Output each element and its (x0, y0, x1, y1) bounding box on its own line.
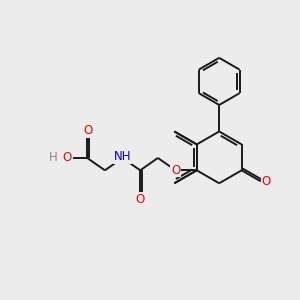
Text: NH: NH (114, 150, 131, 163)
Text: O: O (171, 164, 180, 177)
Text: O: O (63, 152, 72, 164)
Text: O: O (136, 193, 145, 206)
Text: O: O (261, 175, 271, 188)
Text: O: O (83, 124, 92, 137)
Text: H: H (49, 152, 58, 164)
